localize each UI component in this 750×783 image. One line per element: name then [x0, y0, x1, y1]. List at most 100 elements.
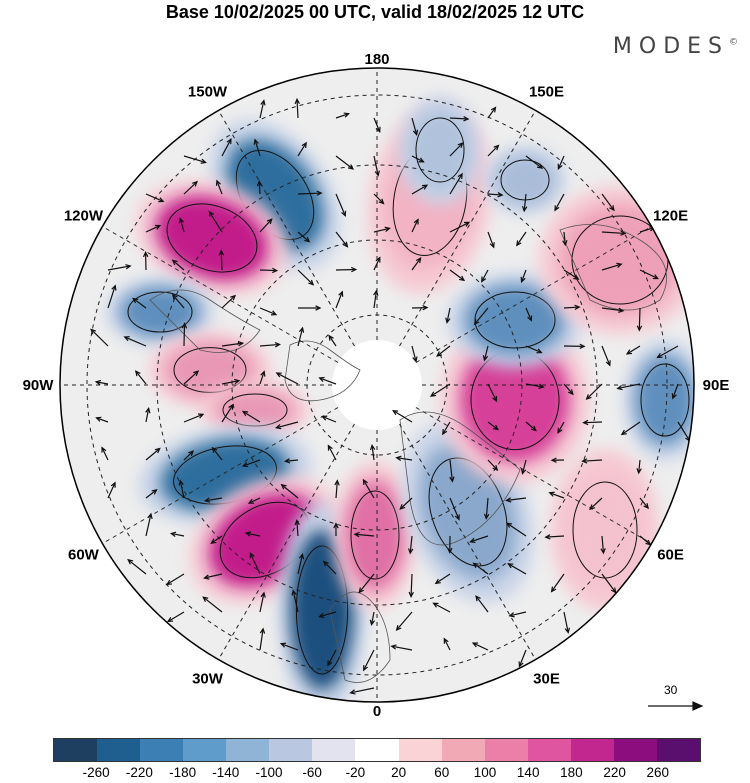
longitude-label: 90E	[703, 377, 730, 394]
wind-arrow-icon	[520, 459, 527, 475]
wind-arrow-icon	[449, 459, 455, 483]
wind-arrow-icon	[369, 443, 376, 461]
wind-arrow-icon	[411, 155, 425, 163]
longitude-label: 120W	[64, 208, 104, 225]
wind-arrow-icon	[373, 256, 381, 271]
wind-arrow-icon	[525, 155, 544, 169]
wind-arrow-icon	[127, 558, 147, 575]
wind-arrow-icon	[335, 290, 344, 309]
wind-arrow-icon	[134, 370, 147, 385]
anomaly-center	[447, 272, 583, 368]
wind-arrow-icon	[369, 611, 376, 627]
wind-arrow-icon	[518, 649, 527, 668]
wind-arrow-icon	[554, 193, 565, 212]
wind-arrow-icon	[445, 307, 451, 324]
wind-arrow-icon	[145, 512, 153, 537]
wind-arrow-icon	[107, 284, 117, 309]
wind-arrow-icon	[469, 535, 489, 544]
wind-arrow-icon	[145, 447, 161, 461]
wind-arrow-icon	[601, 230, 627, 236]
colorbar-swatch	[441, 739, 485, 761]
wind-arrow-icon	[221, 341, 245, 347]
wind-arrow-icon	[335, 193, 347, 218]
brand-mark: ©	[729, 37, 738, 48]
wind-arrow-icon	[373, 117, 381, 134]
wind-arrow-icon	[411, 256, 422, 271]
wind-arrow-icon	[221, 137, 232, 157]
wind-arrow-icon	[169, 531, 185, 537]
wind-arrow-icon	[563, 611, 571, 634]
wind-arrow-icon	[449, 221, 471, 233]
wind-arrow-icon	[183, 450, 195, 461]
wind-arrow-icon	[90, 328, 109, 347]
wind-arrow-icon	[487, 421, 499, 431]
wind-arrow-icon	[241, 459, 261, 468]
longitude-label: 150E	[529, 83, 564, 100]
longitude-label: 90W	[23, 377, 55, 394]
wind-arrow-icon	[203, 497, 223, 503]
wind-arrow-icon	[601, 573, 617, 594]
wind-arrow-icon	[601, 307, 625, 313]
colorbar-swatch	[613, 739, 657, 761]
wind-arrow-icon	[443, 637, 451, 651]
anomaly-center	[106, 278, 214, 346]
wind-arrow-icon	[333, 522, 339, 537]
wind-arrow-icon	[585, 383, 603, 401]
wind-arrow-icon	[487, 106, 497, 119]
wind-arrow-icon	[145, 193, 165, 203]
wind-arrow-icon	[165, 573, 185, 586]
wind-arrow-icon	[221, 403, 234, 423]
wind-arrow-icon	[473, 307, 489, 326]
wind-arrow-icon	[178, 217, 185, 233]
wind-scale-arrow-icon	[648, 701, 704, 711]
wind-arrow-icon	[557, 421, 565, 434]
wind-arrow-icon	[656, 345, 679, 359]
polar-cap	[332, 340, 422, 430]
wind-arrow-icon	[181, 322, 188, 347]
wind-arrow-icon	[639, 497, 649, 510]
wind-arrow-icon	[472, 562, 489, 575]
wind-arrow-icon	[521, 193, 528, 213]
wind-arrow-icon	[123, 336, 147, 347]
wind-arrow-icon	[171, 259, 185, 271]
wind-arrow-icon	[582, 419, 603, 426]
wind-arrow-icon	[297, 231, 311, 243]
wind-arrow-icon	[215, 179, 223, 195]
wind-arrow-icon	[275, 372, 299, 385]
wind-arrow-icon	[259, 218, 273, 233]
colorbar-tick-label: 260	[646, 765, 670, 780]
wind-arrow-icon	[247, 497, 261, 504]
wind-arrow-icon	[434, 573, 451, 585]
wind-arrow-icon	[557, 155, 565, 170]
wind-arrow-icon	[145, 489, 158, 499]
wind-arrow-icon	[183, 155, 207, 164]
colorbar-tick-label: -60	[302, 765, 322, 780]
wind-arrow-icon	[183, 180, 198, 195]
colorbar-swatch	[527, 739, 571, 761]
wind-arrow-icon	[297, 326, 305, 347]
wind-arrow-icon	[210, 535, 223, 544]
wind-arrow-icon	[601, 193, 615, 212]
colorbar	[53, 738, 701, 762]
meridian-line	[218, 423, 355, 660]
wind-arrow-icon	[525, 383, 545, 389]
anomaly-center	[551, 449, 659, 611]
wind-arrow-icon	[399, 497, 413, 510]
wind-arrow-icon	[327, 649, 337, 667]
wind-arrow-icon	[601, 262, 623, 271]
wind-arrow-icon	[328, 334, 337, 347]
wind-arrow-icon	[407, 535, 414, 555]
wind-arrow-icon	[318, 376, 337, 385]
anomaly-center	[201, 383, 309, 437]
wind-arrow-icon	[335, 231, 349, 248]
wind-arrow-icon	[294, 97, 300, 119]
longitude-label: 120E	[653, 208, 688, 225]
colorbar-tick-label: 140	[516, 765, 540, 780]
wind-arrow-icon	[390, 644, 413, 651]
wind-arrow-icon	[449, 116, 470, 122]
wind-arrow-icon	[563, 383, 574, 396]
colorbar-swatch	[398, 739, 442, 761]
wind-arrow-icon	[449, 269, 466, 282]
wind-arrow-icon	[107, 264, 132, 271]
